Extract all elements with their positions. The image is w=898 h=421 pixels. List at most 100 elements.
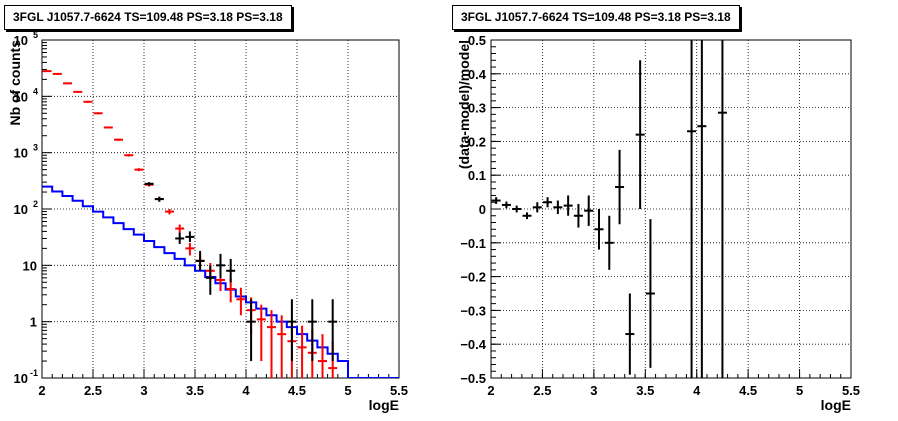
data-point <box>195 250 205 271</box>
data-point <box>216 253 225 278</box>
x-tick-label: 3 <box>140 383 147 398</box>
data-point <box>277 315 287 378</box>
x-tick-label: 3.5 <box>636 383 654 398</box>
y-tick-label: 1 <box>30 315 37 330</box>
data-point <box>543 197 553 208</box>
right-chart-title: 3FGL J1057.7-6624 TS=109.48 PS=3.18 PS=3… <box>452 5 740 30</box>
data-point <box>52 72 62 75</box>
data-point <box>594 209 604 250</box>
x-tick-label: 2.5 <box>533 383 551 398</box>
data-point <box>645 219 655 368</box>
data-point <box>563 195 573 216</box>
data-point <box>103 126 113 129</box>
plot-frame <box>41 39 400 379</box>
plot-frame <box>490 39 852 379</box>
data-point <box>522 212 532 220</box>
data-point <box>297 325 307 378</box>
data-point <box>63 82 72 85</box>
y-tick-label: 0.5 <box>468 33 486 48</box>
y-tick-label: 10 <box>14 89 28 104</box>
data-point <box>307 299 317 362</box>
data-point <box>73 90 83 93</box>
y-tick-label: 10 <box>14 202 28 217</box>
y-tick-exponent: 2 <box>33 199 38 209</box>
y-axis-label: Nb of counts <box>7 40 23 126</box>
data-point <box>154 196 164 202</box>
y-tick-label: −0.2 <box>460 270 486 285</box>
data-point <box>512 205 522 213</box>
x-tick-label: 2.5 <box>84 383 102 398</box>
x-tick-label: 2 <box>487 383 494 398</box>
y-tick-exponent: 3 <box>33 143 38 153</box>
y-tick-label: 10 <box>14 371 28 386</box>
panel-1: 2 2.5 3 3.5 4 4.5 5 5.5 −0.5 −0.4 −0.3 −0.2 −0.1 0 0.1… <box>456 33 860 413</box>
y-tick-label: 10 <box>23 258 37 273</box>
y-tick-label: −0.5 <box>460 371 486 386</box>
x-tick-label: 5 <box>344 383 351 398</box>
y-tick-label: 0.1 <box>468 168 486 183</box>
data-point <box>246 299 256 362</box>
data-point <box>124 153 134 157</box>
data-point <box>226 258 236 283</box>
data-point <box>318 334 327 378</box>
data-point <box>328 299 338 362</box>
x-tick-label: 5.5 <box>390 383 408 398</box>
data-point <box>134 168 144 172</box>
data-point <box>491 197 501 204</box>
x-tick-label: 4 <box>693 383 701 398</box>
data-point <box>573 203 583 228</box>
data-point <box>553 200 563 215</box>
data-point <box>717 40 727 378</box>
x-tick-label: 4.5 <box>288 383 306 398</box>
y-tick-label: 0.2 <box>468 134 486 149</box>
data-point <box>687 40 697 378</box>
data-point <box>584 195 594 226</box>
y-tick-exponent: 5 <box>33 30 38 40</box>
left-chart-title: 3FGL J1057.7-6624 TS=109.48 PS=3.18 PS=3… <box>4 5 292 30</box>
y-tick-exponent: 4 <box>33 86 38 96</box>
data-layer <box>491 40 727 378</box>
data-point <box>185 242 195 256</box>
y-tick-label: −0.1 <box>460 236 486 251</box>
data-point <box>697 40 707 378</box>
data-point <box>185 231 195 242</box>
data-point <box>256 304 266 362</box>
data-point <box>175 232 185 244</box>
data-point <box>501 201 511 209</box>
data-point <box>42 70 52 73</box>
y-tick-label: 0 <box>479 202 486 217</box>
x-tick-label: 5.5 <box>842 383 860 398</box>
data-point <box>532 202 542 213</box>
y-tick-label: 10 <box>14 33 28 48</box>
data-point <box>83 100 93 103</box>
data-point <box>267 310 276 378</box>
data-point <box>144 182 154 186</box>
data-point <box>615 149 625 225</box>
data-layer <box>42 70 399 378</box>
y-tick-label: 0.4 <box>468 67 487 82</box>
data-point <box>236 287 246 316</box>
x-axis-label: logE <box>369 397 399 413</box>
data-point <box>114 138 123 141</box>
y-tick-exponent: -1 <box>30 368 38 378</box>
data-point <box>287 299 297 362</box>
data-point <box>625 293 635 375</box>
data-point <box>604 215 614 270</box>
x-tick-label: 2 <box>38 383 45 398</box>
data-point <box>165 209 174 215</box>
x-tick-label: 4.5 <box>739 383 757 398</box>
x-tick-label: 3.5 <box>186 383 204 398</box>
data-point <box>226 278 236 303</box>
y-tick-label: −0.3 <box>460 303 486 318</box>
data-point <box>635 60 645 209</box>
y-tick-label: −0.4 <box>460 337 486 352</box>
x-tick-label: 4 <box>242 383 250 398</box>
y-axis-label: (data-model)/model <box>456 40 472 169</box>
x-tick-label: 3 <box>590 383 597 398</box>
data-point <box>175 224 185 234</box>
y-tick-label: 0.3 <box>468 101 486 116</box>
x-tick-label: 5 <box>796 383 803 398</box>
data-point <box>93 112 103 115</box>
x-axis-label: logE <box>821 397 851 413</box>
